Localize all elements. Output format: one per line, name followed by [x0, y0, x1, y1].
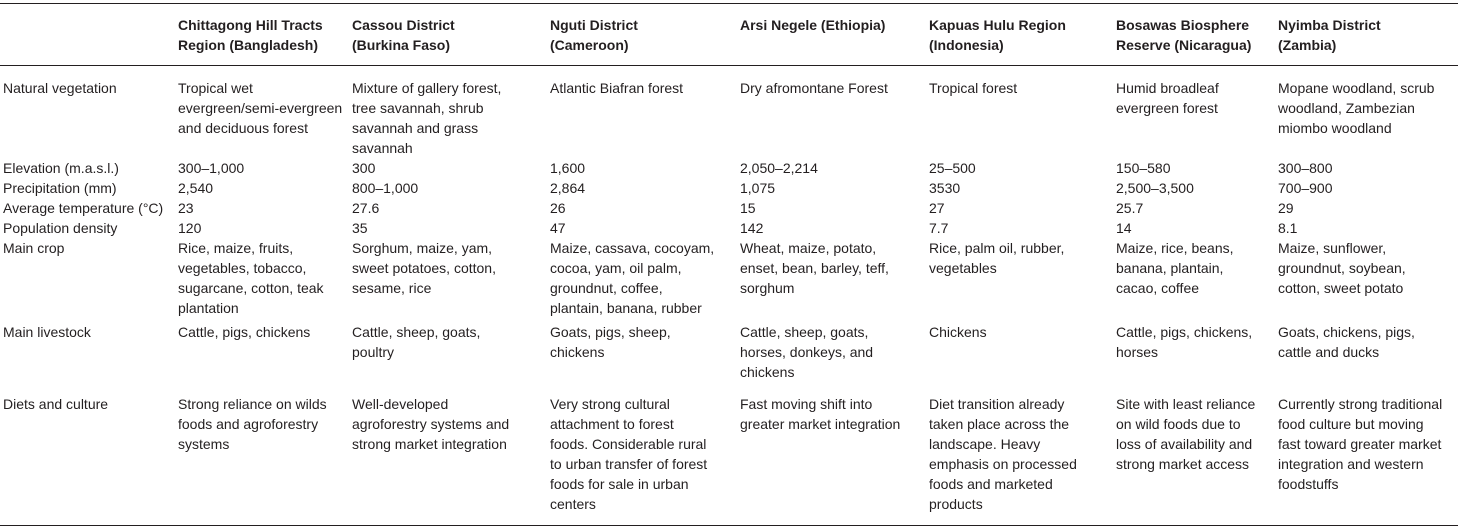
table-cell: Goats, chickens, pigs, cattle and ducks: [1278, 324, 1415, 360]
table-cell: Cattle, sheep, goats, poultry: [352, 324, 481, 360]
row-label: Population density: [3, 220, 118, 236]
table-cell: Mopane woodland, scrub woodland, Zambezi…: [1278, 80, 1435, 136]
table-cell: 23: [178, 200, 194, 216]
table-cell: 26: [550, 200, 566, 216]
table-cell: Sorghum, maize, yam, sweet potatoes, cot…: [352, 240, 496, 296]
table-cell: 8.1: [1278, 220, 1298, 236]
column-header: Kapuas Hulu Region (Indonesia): [929, 17, 1066, 53]
row-label: Precipitation (mm): [3, 180, 117, 196]
table-cell: 2,500–3,500: [1116, 180, 1194, 196]
table-cell: 35: [352, 220, 368, 236]
table-cell: Chickens: [929, 324, 987, 340]
table-cell: Strong reliance on wilds foods and agrof…: [178, 396, 327, 452]
table-cell: Well-developed agroforestry systems and …: [352, 396, 510, 452]
table-cell: Very strong cultural attachment to fores…: [550, 396, 708, 512]
row-label: Elevation (m.a.s.l.): [3, 160, 119, 176]
table-cell: 142: [740, 220, 764, 236]
table-cell: Currently strong traditional food cultur…: [1278, 396, 1443, 492]
table-row: Main crop Rice, maize, fruits, vegetables…: [0, 238, 1458, 318]
table-cell: 25–500: [929, 160, 976, 176]
table-cell: 150–580: [1116, 160, 1171, 176]
table-cell: 1,075: [740, 180, 776, 196]
column-header: Nyimba District (Zambia): [1278, 17, 1381, 53]
row-label: Natural vegetation: [3, 80, 117, 96]
table-cell: Humid broadleaf evergreen forest: [1116, 80, 1219, 116]
table-cell: Atlantic Biafran forest: [550, 80, 684, 96]
table-row: Natural vegetation Tropical wet evergreen…: [0, 66, 1458, 159]
table-cell: Rice, maize, fruits, vegetables, tobacco…: [178, 240, 324, 316]
table-cell: Maize, rice, beans, banana, plantain, ca…: [1116, 240, 1234, 296]
table-cell: Fast moving shift into greater market in…: [740, 396, 901, 432]
column-header: Bosawas Biosphere Reserve (Nicaragua): [1116, 17, 1252, 53]
table-cell: 15: [740, 200, 756, 216]
table-cell: Tropical wet evergreen/semi-evergreen an…: [178, 80, 343, 136]
table-cell: 800–1,000: [352, 180, 419, 196]
table-cell: Diet transition already taken place acro…: [929, 396, 1077, 512]
site-comparison-table: Chittagong Hill Tracts Region (Banglades…: [0, 3, 1458, 526]
column-header: Chittagong Hill Tracts Region (Banglades…: [178, 17, 323, 53]
table-cell: Site with least reliance on wild foods d…: [1116, 396, 1256, 472]
table-row: Main livestock Cattle, pigs, chickens Catt…: [0, 318, 1458, 382]
table-cell: Maize, sunflower, groundnut, soybean, co…: [1278, 240, 1406, 296]
table-cell: 27: [929, 200, 945, 216]
table-cell: 300–1,000: [178, 160, 245, 176]
column-header-blank: [0, 4, 175, 66]
column-header: Arsi Negele (Ethiopia): [740, 17, 886, 33]
table-cell: 29: [1278, 200, 1294, 216]
table-cell: Maize, cassava, cocoyam, cocoa, yam, oil…: [550, 240, 715, 316]
table-cell: 25.7: [1116, 200, 1144, 216]
table-cell: 14: [1116, 220, 1132, 236]
row-label: Average temperature (°C): [3, 200, 164, 216]
table-cell: 300: [352, 160, 376, 176]
table-cell: Wheat, maize, potato, enset, bean, barle…: [740, 240, 889, 296]
table-cell: 2,050–2,214: [740, 160, 818, 176]
table-cell: 120: [178, 220, 202, 236]
table-cell: Dry afromontane Forest: [740, 80, 888, 96]
column-header: Cassou District (Burkina Faso): [352, 17, 455, 53]
table-row: Elevation (m.a.s.l.) 300–1,000 300 1,600 2,0…: [0, 158, 1458, 178]
table-cell: Cattle, sheep, goats, horses, donkeys, a…: [740, 324, 874, 380]
table-row: Diets and culture Strong reliance on wild…: [0, 382, 1458, 526]
page: Chittagong Hill Tracts Region (Banglades…: [0, 3, 1458, 526]
table-row: Precipitation (mm) 2,540 800–1,000 2,864 1,0…: [0, 178, 1458, 198]
table-cell: Mixture of gallery forest, tree savannah…: [352, 80, 502, 156]
row-label: Diets and culture: [3, 396, 109, 412]
table-cell: Tropical forest: [929, 80, 1018, 96]
table-cell: 47: [550, 220, 566, 236]
table-cell: 1,600: [550, 160, 586, 176]
table-cell: 2,864: [550, 180, 586, 196]
table-header-row: Chittagong Hill Tracts Region (Banglades…: [0, 3, 1458, 66]
table-cell: 7.7: [929, 220, 949, 236]
table-cell: Cattle, pigs, chickens: [178, 324, 311, 340]
table-cell: Cattle, pigs, chickens, horses: [1116, 324, 1253, 360]
table-cell: Rice, palm oil, rubber, vegetables: [929, 240, 1065, 276]
table-row: Population density 120 35 47 142 7.7 14 8.1: [0, 218, 1458, 238]
table-cell: 27.6: [352, 200, 380, 216]
column-header: Nguti District (Cameroon): [550, 17, 638, 53]
row-label: Main livestock: [3, 324, 91, 340]
table-cell: 3530: [929, 180, 961, 196]
row-label: Main crop: [3, 240, 65, 256]
table-row: Average temperature (°C) 23 27.6 26 15 27 25.7…: [0, 198, 1458, 218]
table-cell: 700–900: [1278, 180, 1333, 196]
table-cell: 2,540: [178, 180, 214, 196]
table-cell: Goats, pigs, sheep, chickens: [550, 324, 671, 360]
table-cell: 300–800: [1278, 160, 1333, 176]
